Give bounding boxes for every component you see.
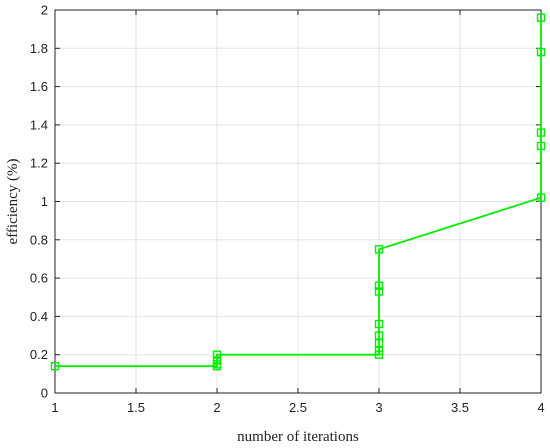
y-tick-label: 0 xyxy=(41,386,48,401)
data-series xyxy=(50,13,546,371)
y-tick-label: 1.4 xyxy=(30,117,48,132)
x-tick-label: 2 xyxy=(213,400,220,415)
x-tick-label: 1 xyxy=(51,400,58,415)
data-point-marker xyxy=(374,319,384,329)
data-point-marker xyxy=(50,361,60,371)
data-point-marker xyxy=(374,281,384,290)
y-tick-label: 0.2 xyxy=(30,347,48,362)
x-tick-label: 2.5 xyxy=(289,400,307,415)
y-axis-tick-labels: 0 0.2 0.4 0.6 0.8 1 1.2 1.4 1.6 1.8 2 xyxy=(30,3,48,401)
y-tick-label: 1.8 xyxy=(30,41,48,56)
data-point-marker xyxy=(536,13,546,22)
y-tick-label: 2 xyxy=(41,3,48,18)
data-point-marker xyxy=(212,356,222,365)
data-point-marker xyxy=(374,287,384,296)
data-point-marker xyxy=(536,141,546,151)
y-tick-label: 0.8 xyxy=(30,232,48,247)
y-axis-label: efficiency (%) xyxy=(5,159,21,245)
data-point-marker xyxy=(536,128,546,137)
data-point-marker xyxy=(536,193,546,202)
y-tick-label: 1.2 xyxy=(30,156,48,171)
x-tick-label: 3.5 xyxy=(451,400,469,415)
y-tick-label: 1 xyxy=(41,194,48,209)
x-axis-tick-labels: 1 1.5 2 2.5 3 3.5 4 xyxy=(51,400,544,415)
data-point-marker xyxy=(374,245,384,254)
x-tick-label: 3 xyxy=(375,400,382,415)
y-tick-label: 0.4 xyxy=(30,309,48,324)
x-axis-label: number of iterations xyxy=(237,429,359,445)
x-tick-label: 1.5 xyxy=(127,400,145,415)
data-point-marker xyxy=(212,350,222,359)
x-tick-label: 4 xyxy=(537,400,544,415)
y-tick-label: 0.6 xyxy=(30,271,48,286)
data-point-marker xyxy=(374,331,384,340)
y-tick-label: 1.6 xyxy=(30,79,48,94)
data-point-marker xyxy=(536,47,546,57)
